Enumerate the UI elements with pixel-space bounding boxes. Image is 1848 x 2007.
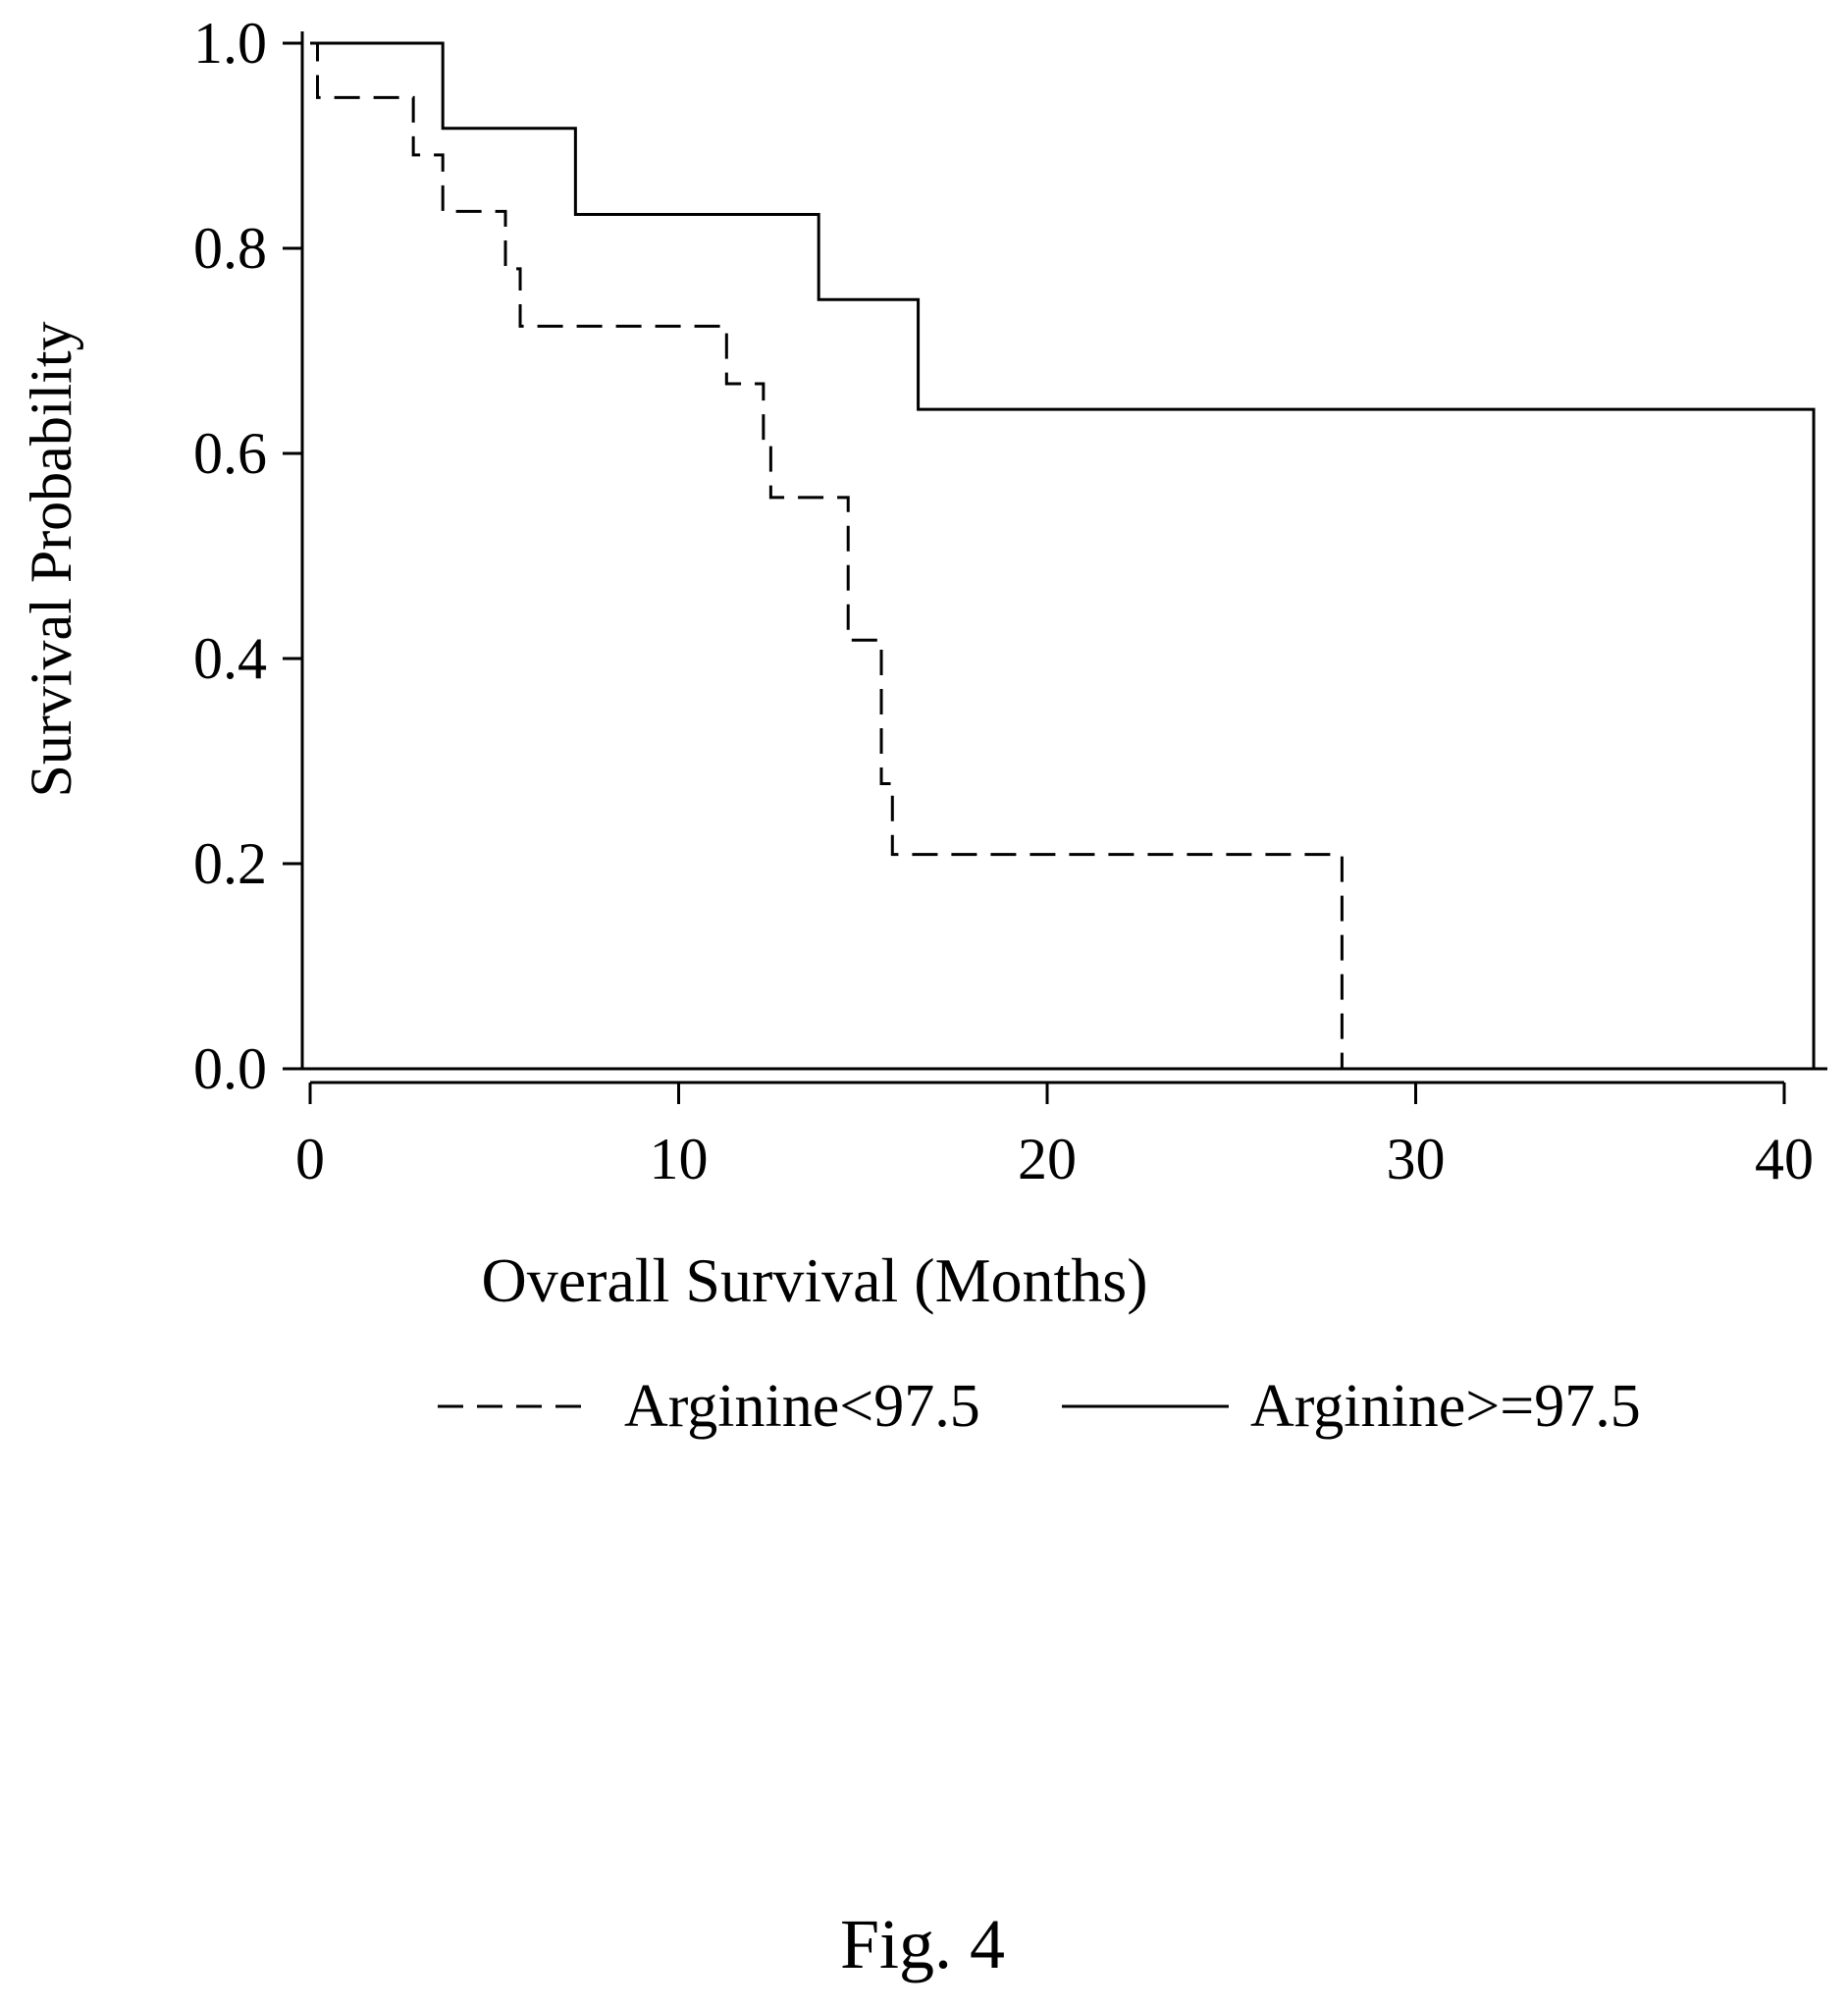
y-tick-label: 1.0 bbox=[193, 11, 267, 76]
y-tick-label: 0.4 bbox=[193, 626, 267, 691]
x-tick-label: 10 bbox=[650, 1127, 709, 1191]
y-tick-label: 0.6 bbox=[193, 421, 267, 486]
x-axis-title: Overall Survival (Months) bbox=[482, 1245, 1148, 1315]
figure-label: Fig. 4 bbox=[840, 1905, 1005, 1983]
y-tick-label: 0.8 bbox=[193, 216, 267, 281]
legend-label-arginine-low: Arginine<97.5 bbox=[624, 1373, 980, 1440]
x-tick-label: 30 bbox=[1387, 1127, 1446, 1191]
y-tick-label: 0.2 bbox=[193, 831, 267, 896]
axis-layer: 0.0 0.2 0.4 0.6 0.8 1.0 0 10 20 30 40 bbox=[193, 11, 1814, 1191]
series-line-arginine-high bbox=[310, 41, 1816, 1069]
y-tick-label: 0.0 bbox=[193, 1036, 267, 1101]
plot-axes-frame bbox=[300, 31, 1827, 1071]
x-tick-label: 0 bbox=[295, 1127, 325, 1191]
x-tick-label: 20 bbox=[1018, 1127, 1077, 1191]
legend-label-arginine-high: Arginine>=97.5 bbox=[1250, 1373, 1641, 1440]
y-axis-title: Survival Probability bbox=[19, 322, 83, 798]
legend: Arginine<97.5 Arginine>=97.5 bbox=[438, 1373, 1641, 1440]
series-layer bbox=[310, 41, 1816, 1069]
plot-frame bbox=[300, 31, 1827, 1071]
series-line-arginine-low bbox=[310, 41, 1344, 1069]
x-tick-label: 40 bbox=[1755, 1127, 1814, 1191]
